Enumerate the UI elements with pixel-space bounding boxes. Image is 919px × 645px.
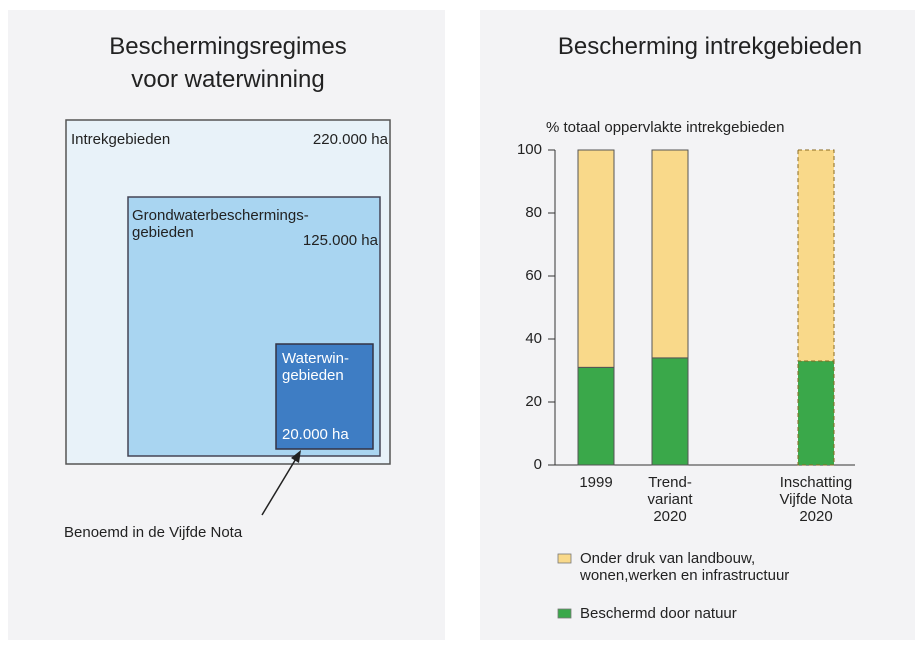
y-axis-label: % totaal oppervlakte intrekgebieden (546, 119, 785, 136)
diagram-title: Beschermingsregimes voor waterwinning (109, 33, 347, 93)
bar-segment (797, 149, 835, 362)
x-tick-label: 1999 (579, 474, 613, 491)
region-inner (275, 343, 374, 450)
y-tick-label: 100 (516, 141, 542, 158)
x-tick-label: Trend- variant 2020 (647, 474, 693, 525)
arrow-line (261, 456, 298, 516)
legend-label: Beschermd door natuur (580, 605, 737, 622)
y-tick-label: 80 (525, 204, 542, 221)
legend-swatch (557, 608, 572, 619)
chart-title: Bescherming intrekgebieden (557, 33, 863, 60)
x-tick-label: Inschatting Vijfde Nota 2020 (779, 474, 853, 525)
region-label: Grondwaterbeschermings- gebieden (132, 207, 309, 241)
region-label: Waterwin- gebieden (282, 350, 349, 384)
y-tick-label: 20 (525, 393, 542, 410)
region-area: 20.000 ha (282, 426, 349, 443)
y-tick-label: 40 (525, 330, 542, 347)
region-area: 125.000 ha (302, 232, 378, 249)
annotation: Benoemd in de Vijfde Nota (64, 524, 243, 541)
arrow-head (291, 450, 301, 463)
bar-segment (651, 149, 689, 359)
bar-segment (797, 360, 835, 466)
legend-label: Onder druk van landbouw, wonen,werken en… (580, 550, 790, 584)
bar-segment (577, 366, 615, 466)
right-panel (480, 10, 915, 640)
bar-segment (651, 357, 689, 466)
bar-segment (577, 149, 615, 368)
region-area: 220.000 ha (312, 131, 388, 148)
y-tick-label: 0 (533, 456, 542, 473)
y-tick-label: 60 (525, 267, 542, 284)
region-label: Intrekgebieden (71, 131, 171, 148)
legend-swatch (557, 553, 572, 564)
